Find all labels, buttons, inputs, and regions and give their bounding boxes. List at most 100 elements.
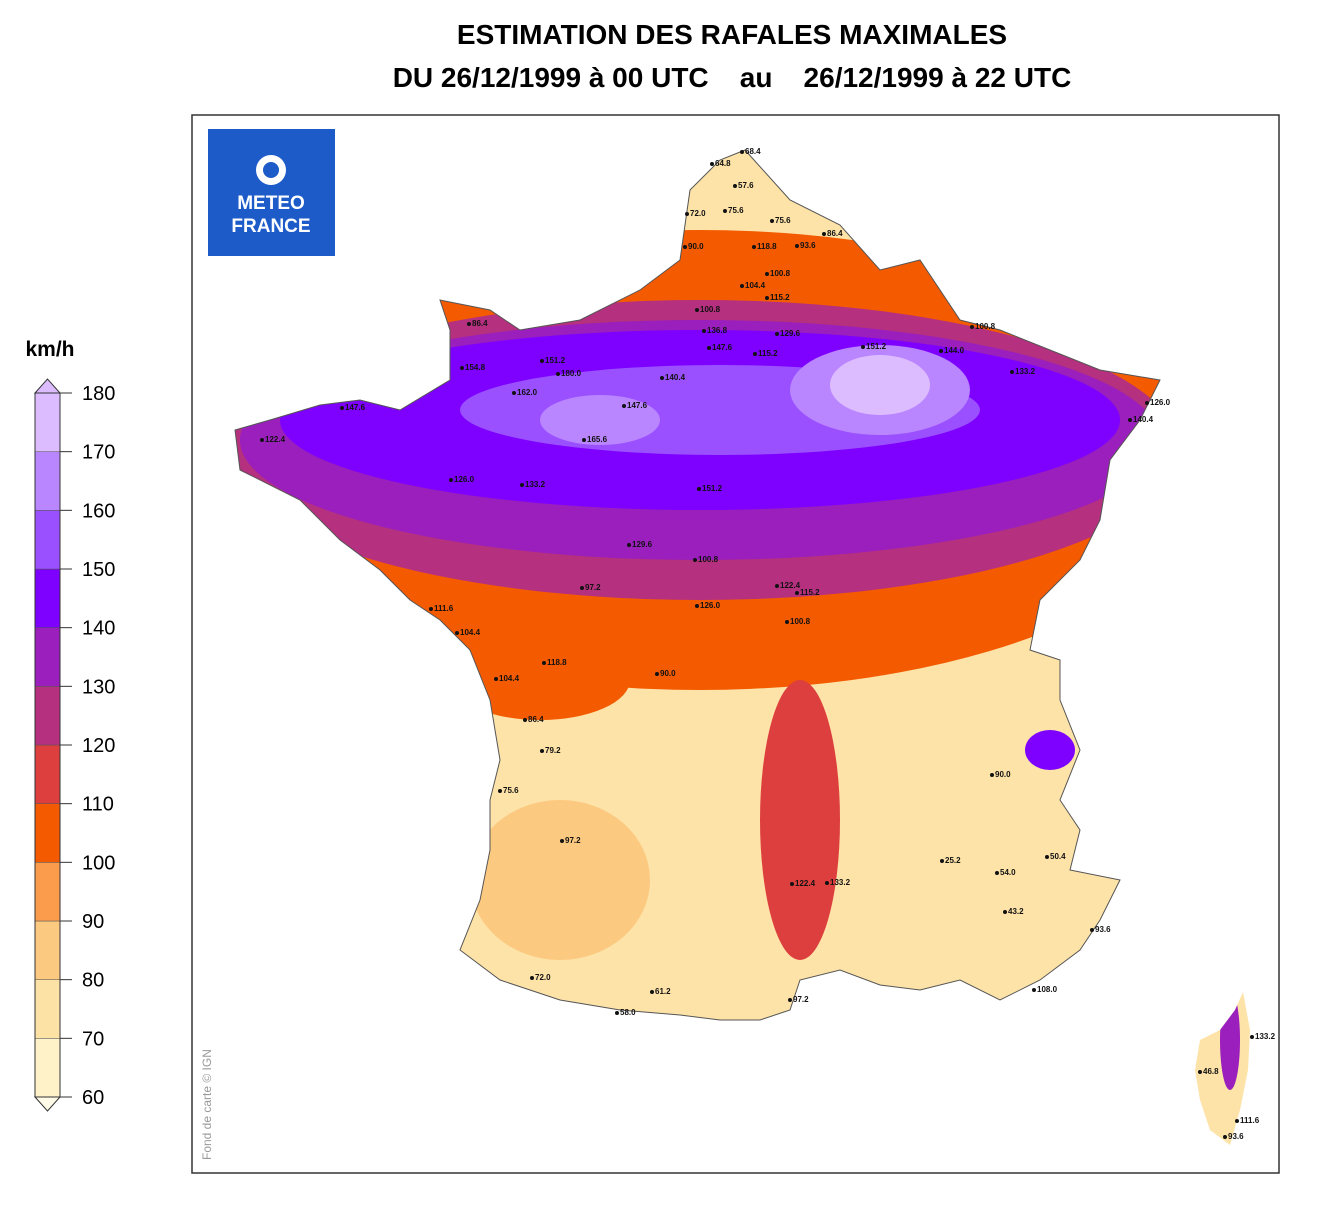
station-dot bbox=[861, 345, 865, 349]
station-dot bbox=[765, 296, 769, 300]
station-dot bbox=[1198, 1070, 1202, 1074]
station-value: 140.4 bbox=[1133, 415, 1154, 424]
title: ESTIMATION DES RAFALES MAXIMALES bbox=[457, 19, 1007, 50]
station-value: 165.6 bbox=[587, 435, 608, 444]
station-dot bbox=[1145, 401, 1149, 405]
station-dot bbox=[520, 483, 524, 487]
station-dot bbox=[995, 871, 999, 875]
colorbar-tick-label: 130 bbox=[82, 676, 115, 698]
station-dot bbox=[523, 718, 527, 722]
colorbar-tick-label: 160 bbox=[82, 500, 115, 522]
station-dot bbox=[1045, 855, 1049, 859]
station-value: 118.8 bbox=[757, 242, 777, 251]
station-dot bbox=[695, 604, 699, 608]
station-value: 111.6 bbox=[434, 604, 454, 613]
colorbar-segment bbox=[34, 979, 61, 1039]
station-dot bbox=[753, 352, 757, 356]
station-value: 93.6 bbox=[1095, 925, 1111, 934]
station-value: 115.2 bbox=[758, 349, 778, 358]
station-value: 86.4 bbox=[827, 229, 843, 238]
station-dot bbox=[825, 881, 829, 885]
station-dot bbox=[540, 359, 544, 363]
station-value: 147.6 bbox=[627, 401, 648, 410]
station-value: 97.2 bbox=[585, 583, 601, 592]
station-value: 68.4 bbox=[745, 147, 761, 156]
station-dot bbox=[822, 232, 826, 236]
station-value: 104.4 bbox=[499, 674, 520, 683]
station-dot bbox=[707, 346, 711, 350]
station-dot bbox=[460, 366, 464, 370]
station-value: 93.6 bbox=[1228, 1132, 1244, 1141]
station-value: 100.8 bbox=[698, 555, 719, 564]
station-dot bbox=[650, 990, 654, 994]
station-dot bbox=[1090, 928, 1094, 932]
station-dot bbox=[683, 245, 687, 249]
station-value: 147.6 bbox=[345, 403, 366, 412]
station-dot bbox=[655, 672, 659, 676]
colorbar-end bbox=[33, 1096, 62, 1112]
station-dot bbox=[702, 329, 706, 333]
station-dot bbox=[970, 325, 974, 329]
station-value: 133.2 bbox=[830, 878, 851, 887]
station-dot bbox=[752, 245, 756, 249]
station-value: 100.8 bbox=[700, 305, 721, 314]
station-dot bbox=[560, 839, 564, 843]
station-value: 126.0 bbox=[1150, 398, 1171, 407]
station-value: 50.4 bbox=[1050, 852, 1066, 861]
colorbar-tick-label: 140 bbox=[82, 618, 115, 640]
station-value: 162.0 bbox=[517, 388, 538, 397]
colorbar-unit: km/h bbox=[25, 338, 74, 361]
station-dot bbox=[498, 789, 502, 793]
station-value: 126.0 bbox=[454, 475, 475, 484]
station-value: 126.0 bbox=[700, 601, 721, 610]
station-dot bbox=[710, 162, 714, 166]
station-dot bbox=[697, 487, 701, 491]
station-value: 151.2 bbox=[702, 484, 723, 493]
station-dot bbox=[940, 859, 944, 863]
station-dot bbox=[660, 376, 664, 380]
station-dot bbox=[770, 219, 774, 223]
colorbar-end bbox=[33, 378, 62, 394]
colorbar-segment bbox=[34, 627, 61, 687]
station-dot bbox=[775, 332, 779, 336]
station-value: 122.4 bbox=[795, 879, 816, 888]
station-dot bbox=[556, 372, 560, 376]
station-dot bbox=[540, 749, 544, 753]
colorbar-tick-label: 100 bbox=[82, 852, 115, 874]
colorbar-tick-label: 170 bbox=[82, 442, 115, 464]
colorbar-tick-label: 180 bbox=[82, 383, 115, 405]
station-dot bbox=[785, 620, 789, 624]
station-dot bbox=[1223, 1135, 1227, 1139]
station-value: 97.2 bbox=[565, 836, 581, 845]
station-dot bbox=[765, 272, 769, 276]
colorbar-tick-label: 120 bbox=[82, 735, 115, 757]
station-dot bbox=[340, 406, 344, 410]
station-value: 118.8 bbox=[547, 658, 567, 667]
station-value: 86.4 bbox=[528, 715, 544, 724]
station-value: 90.0 bbox=[995, 770, 1011, 779]
station-dot bbox=[695, 308, 699, 312]
station-value: 111.6 bbox=[1240, 1116, 1260, 1125]
colorbar-segment bbox=[34, 568, 61, 628]
station-value: 57.6 bbox=[738, 181, 754, 190]
station-value: 75.6 bbox=[503, 786, 519, 795]
station-value: 133.2 bbox=[1255, 1032, 1276, 1041]
station-value: 140.4 bbox=[665, 373, 686, 382]
station-value: 46.8 bbox=[1203, 1067, 1219, 1076]
station-dot bbox=[429, 607, 433, 611]
station-value: 104.4 bbox=[745, 281, 766, 290]
station-value: 144.0 bbox=[944, 346, 965, 355]
station-dot bbox=[740, 284, 744, 288]
station-dot bbox=[1250, 1035, 1254, 1039]
colorbar-tick-label: 70 bbox=[82, 1028, 104, 1050]
station-value: 115.2 bbox=[800, 588, 820, 597]
station-dot bbox=[740, 150, 744, 154]
station-dot bbox=[795, 591, 799, 595]
logo-text: METEO bbox=[237, 193, 305, 214]
station-dot bbox=[542, 661, 546, 665]
station-dot bbox=[790, 882, 794, 886]
colorbar-tick-label: 60 bbox=[82, 1087, 104, 1109]
station-value: 75.6 bbox=[728, 206, 744, 215]
